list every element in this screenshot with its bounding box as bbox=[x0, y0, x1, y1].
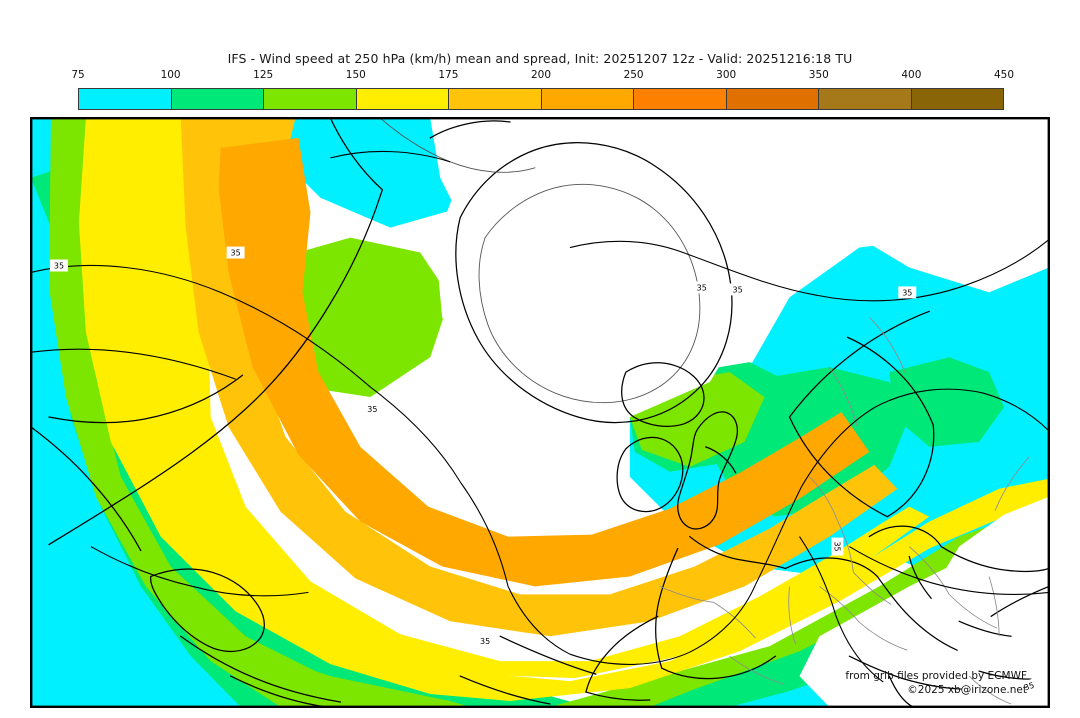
colorbar-band-175-200 bbox=[449, 89, 542, 109]
band-fill-100-125 bbox=[889, 357, 1005, 447]
contour-label-35: 35 bbox=[902, 288, 912, 297]
colorbar-band-150-175 bbox=[356, 89, 449, 109]
colorbar-tick-75: 75 bbox=[71, 69, 85, 81]
colorbar-band-200-250 bbox=[541, 89, 634, 109]
colorbar-tick-labels: 75 100 125 150 175 200 250 300 350 400 450 bbox=[71, 69, 1014, 83]
colorbar-tick-125: 125 bbox=[253, 69, 274, 81]
colorbar-band-75-100 bbox=[79, 89, 172, 109]
weather-map[interactable]: 35 35 35 35 35 bbox=[31, 118, 1049, 707]
colorbar-tick-350: 350 bbox=[808, 69, 829, 81]
colorbar-tick-200: 200 bbox=[530, 69, 552, 81]
contour-label-35: 35 bbox=[1023, 681, 1035, 693]
colorbar-band-400-450 bbox=[911, 89, 1003, 109]
coastlines bbox=[31, 118, 1049, 707]
band-fill-125-150 bbox=[270, 237, 451, 398]
colorbar-tick-450: 450 bbox=[993, 69, 1015, 81]
colorbar-tick-300: 300 bbox=[716, 69, 737, 81]
colorbar-tick-100: 100 bbox=[160, 69, 181, 81]
contour-label-35: 35 bbox=[54, 261, 64, 270]
colorbar-band-350-400 bbox=[819, 89, 912, 109]
colorbar-band-250-300 bbox=[634, 89, 727, 109]
band-fill-125-150 bbox=[210, 636, 471, 707]
contour-label-35: 35 bbox=[231, 249, 241, 258]
calm-region-greenland bbox=[435, 152, 750, 417]
contour-label-35: 35 bbox=[697, 283, 707, 292]
contour-label-35: 35 bbox=[733, 285, 743, 294]
map-panel[interactable]: 35 35 35 35 35 bbox=[30, 117, 1050, 708]
colorbar-band-125-150 bbox=[264, 89, 357, 109]
band-fill-200-250 bbox=[218, 137, 870, 587]
page-title: IFS - Wind speed at 250 hPa (km/h) mean … bbox=[227, 51, 853, 66]
colorbar-tick-175: 175 bbox=[438, 69, 459, 81]
contour-label-35: 35 bbox=[367, 405, 377, 414]
colorbar-band-300-350 bbox=[726, 89, 819, 109]
colorbar-tick-250: 250 bbox=[623, 69, 644, 81]
spread-contours bbox=[31, 150, 1049, 683]
contour-labels: 35 35 35 35 35 bbox=[49, 246, 1040, 695]
colorbar-band-100-125 bbox=[171, 89, 264, 109]
map-border bbox=[31, 118, 1049, 707]
band-fill-125-150 bbox=[48, 118, 451, 707]
colorbar-tick-400: 400 bbox=[901, 69, 922, 81]
colorbar-bands bbox=[78, 88, 1004, 110]
contour-label-35: 35 bbox=[480, 637, 490, 646]
contour-label-35: 35 bbox=[832, 541, 841, 551]
colorbar-tick-150: 150 bbox=[345, 69, 366, 81]
colorbar-legend: 75 100 125 150 175 200 250 300 350 400 450 bbox=[71, 69, 1014, 111]
